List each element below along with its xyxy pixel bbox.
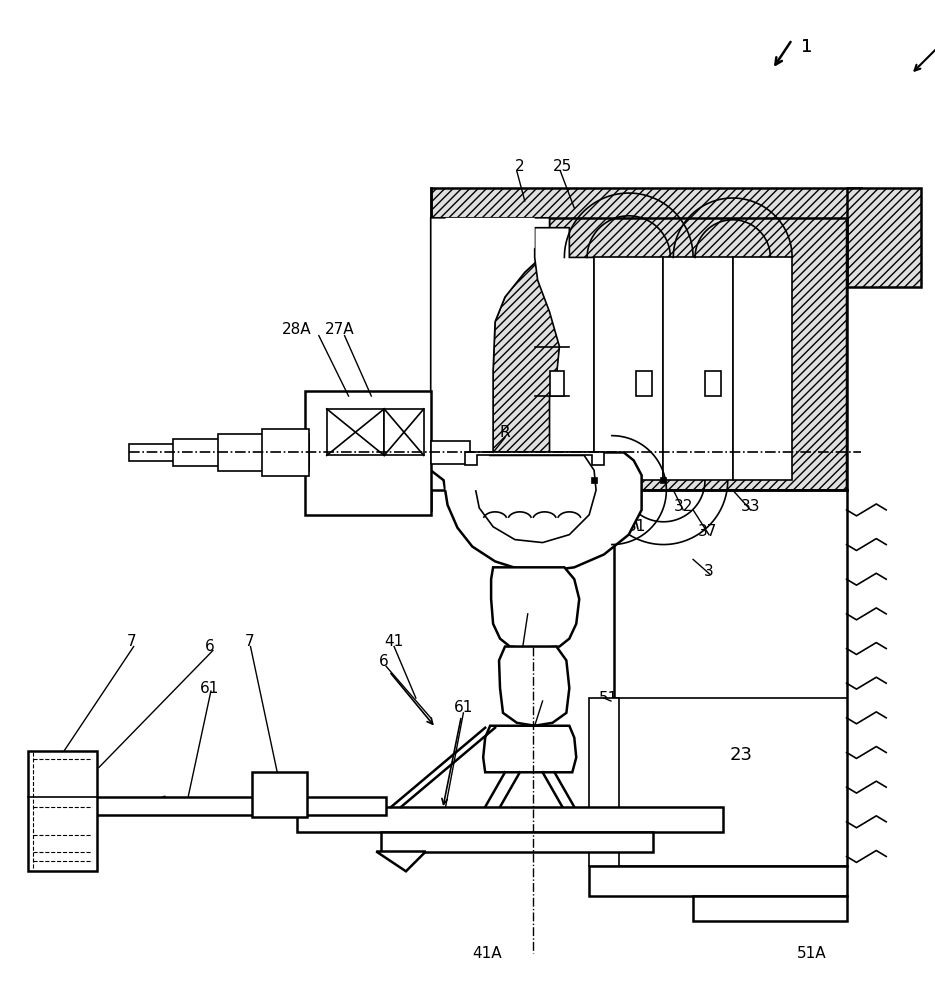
Polygon shape bbox=[376, 852, 425, 871]
Polygon shape bbox=[594, 257, 664, 480]
Text: 28A: 28A bbox=[282, 322, 312, 337]
Polygon shape bbox=[733, 257, 792, 480]
Polygon shape bbox=[252, 772, 307, 817]
Polygon shape bbox=[491, 567, 580, 649]
Polygon shape bbox=[91, 797, 386, 815]
Polygon shape bbox=[614, 490, 846, 866]
Text: R: R bbox=[499, 425, 511, 440]
Polygon shape bbox=[173, 439, 309, 466]
Polygon shape bbox=[431, 452, 641, 571]
Polygon shape bbox=[589, 866, 846, 896]
Polygon shape bbox=[493, 218, 846, 490]
Polygon shape bbox=[431, 188, 861, 218]
Polygon shape bbox=[326, 409, 384, 455]
Text: M: M bbox=[525, 677, 539, 695]
Polygon shape bbox=[483, 726, 576, 772]
Polygon shape bbox=[466, 452, 604, 465]
Polygon shape bbox=[464, 455, 616, 555]
Text: 27A: 27A bbox=[324, 322, 354, 337]
Text: 61: 61 bbox=[200, 681, 220, 696]
Polygon shape bbox=[381, 832, 654, 852]
Text: 1: 1 bbox=[801, 38, 813, 56]
Polygon shape bbox=[475, 455, 597, 543]
Polygon shape bbox=[28, 751, 97, 871]
Bar bbox=[660, 477, 667, 483]
Text: 33: 33 bbox=[741, 499, 760, 514]
Polygon shape bbox=[705, 371, 721, 396]
Text: 21: 21 bbox=[533, 691, 553, 706]
Text: 37: 37 bbox=[698, 524, 718, 539]
Polygon shape bbox=[129, 444, 309, 461]
Text: 2: 2 bbox=[515, 159, 525, 174]
Polygon shape bbox=[550, 371, 565, 396]
Text: 3: 3 bbox=[704, 564, 713, 579]
Polygon shape bbox=[589, 698, 619, 866]
Polygon shape bbox=[664, 257, 733, 480]
Text: 32: 32 bbox=[673, 499, 693, 514]
Text: 7: 7 bbox=[127, 634, 137, 649]
Bar bbox=[846, 188, 921, 287]
Text: 6: 6 bbox=[380, 654, 389, 669]
Text: 7: 7 bbox=[245, 634, 254, 649]
Text: 51A: 51A bbox=[798, 946, 827, 961]
Polygon shape bbox=[431, 218, 550, 490]
Polygon shape bbox=[535, 228, 594, 480]
Text: 51: 51 bbox=[599, 691, 619, 706]
Text: 41A: 41A bbox=[472, 946, 502, 961]
Text: 25: 25 bbox=[553, 159, 572, 174]
Text: 61: 61 bbox=[453, 700, 473, 715]
Polygon shape bbox=[384, 409, 424, 455]
Text: 6: 6 bbox=[205, 639, 215, 654]
Text: M: M bbox=[520, 599, 533, 614]
Polygon shape bbox=[431, 441, 470, 464]
Polygon shape bbox=[446, 218, 535, 490]
Polygon shape bbox=[499, 647, 569, 726]
Polygon shape bbox=[218, 434, 309, 471]
Text: 1: 1 bbox=[801, 38, 813, 56]
Text: 41: 41 bbox=[384, 634, 404, 649]
Text: 23: 23 bbox=[729, 746, 752, 764]
Polygon shape bbox=[263, 429, 309, 476]
Bar bbox=[693, 896, 846, 921]
Text: 31: 31 bbox=[627, 519, 646, 534]
Polygon shape bbox=[636, 371, 652, 396]
Polygon shape bbox=[297, 807, 723, 832]
Bar bbox=[591, 477, 597, 483]
Polygon shape bbox=[305, 391, 431, 515]
